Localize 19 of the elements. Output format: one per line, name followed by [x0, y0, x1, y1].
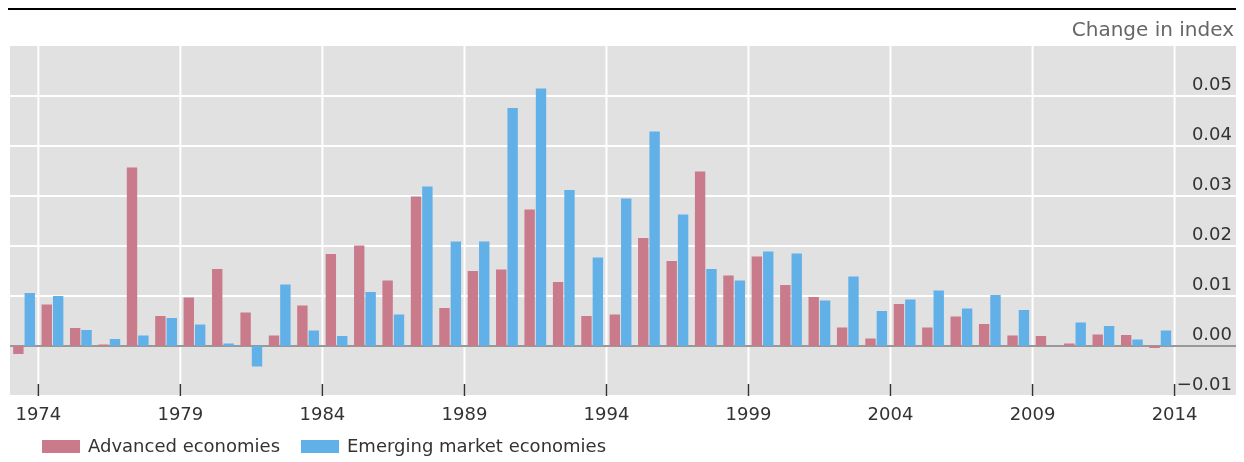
y-tick-label: 0.03: [1191, 173, 1232, 194]
x-tick-label: 2004: [867, 403, 914, 424]
y-axis-title: Change in index: [1071, 17, 1235, 41]
y-tick-label: −0.01: [1176, 373, 1232, 394]
x-tick-label: 1989: [441, 403, 488, 424]
x-tick-label: 1999: [725, 403, 772, 424]
x-tick-label: 1994: [583, 403, 630, 424]
x-tick-label: 1974: [15, 403, 62, 424]
legend-label: Advanced economies: [88, 435, 281, 456]
y-tick-label: 0.05: [1191, 73, 1232, 94]
y-tick-label: 0.02: [1191, 223, 1232, 244]
y-tick-label: 0.00: [1191, 323, 1232, 344]
y-tick-label: 0.04: [1191, 123, 1232, 144]
x-tick-label: 1984: [299, 403, 346, 424]
x-tick-label: 2014: [1151, 403, 1198, 424]
x-tick-label: 1979: [157, 403, 204, 424]
x-tick-label: 2009: [1009, 403, 1056, 424]
legend-label: Emerging market economies: [347, 435, 607, 456]
y-tick-label: 0.01: [1191, 273, 1232, 294]
